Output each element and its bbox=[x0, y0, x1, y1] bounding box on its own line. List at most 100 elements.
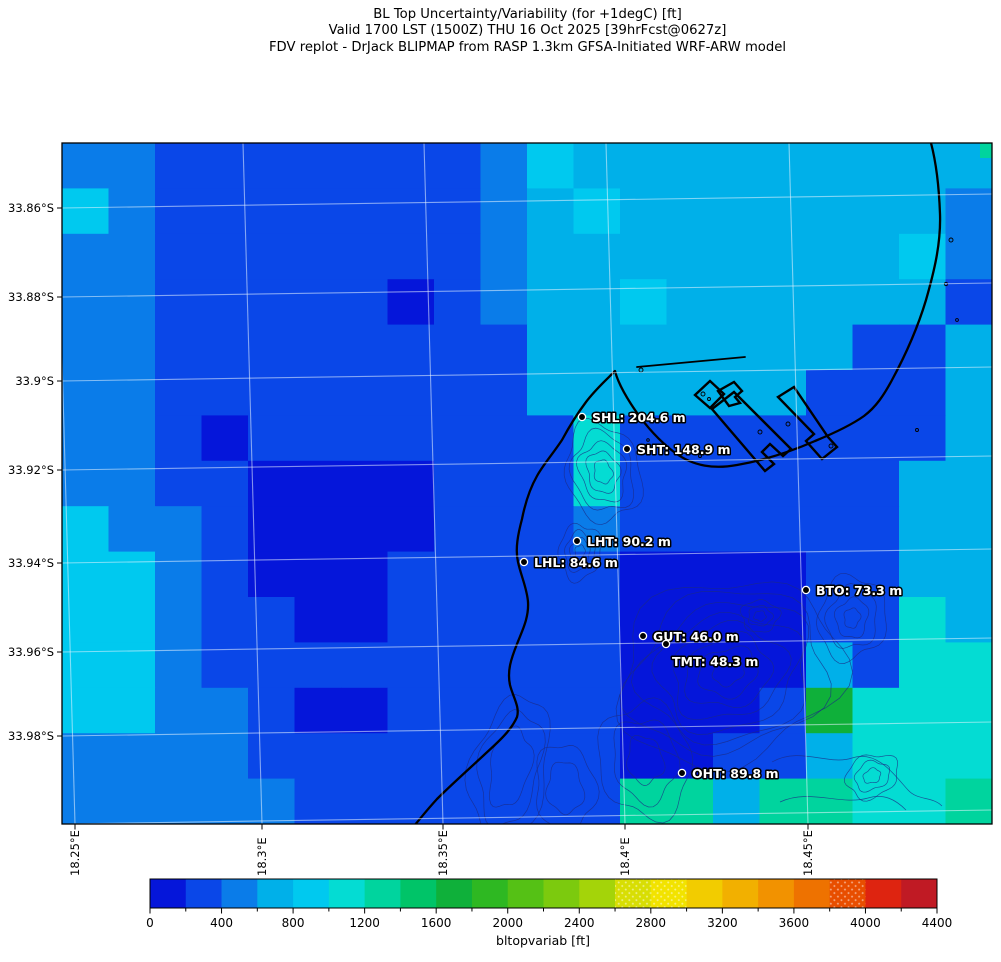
grid-cell bbox=[852, 506, 900, 553]
colorbar-segment bbox=[293, 879, 330, 908]
grid-cell bbox=[899, 370, 946, 416]
colorbar-segment bbox=[364, 879, 401, 908]
grid-cell bbox=[62, 687, 109, 734]
grid-cell bbox=[620, 733, 667, 780]
plot-border bbox=[61, 142, 993, 825]
grid-cell bbox=[527, 733, 574, 780]
colorbar-segment bbox=[471, 879, 509, 908]
latitude-gridline bbox=[62, 809, 992, 824]
grid-cell bbox=[713, 642, 760, 689]
grid-cell bbox=[759, 551, 807, 598]
grid-cell bbox=[341, 733, 388, 780]
colorbar-tick-label: 1600 bbox=[421, 916, 452, 930]
grid-cell bbox=[387, 506, 435, 553]
x-tick-label: 18.45°E bbox=[801, 830, 815, 876]
terrain-contour-line bbox=[779, 796, 907, 811]
terrain-contour-line bbox=[597, 697, 694, 824]
grid-cell bbox=[899, 687, 946, 734]
grid-cell bbox=[480, 370, 528, 416]
grid-cell bbox=[434, 642, 481, 689]
colorbar-tick-label: 1200 bbox=[349, 916, 380, 930]
grid-cell bbox=[155, 233, 202, 280]
grid-cell bbox=[62, 233, 109, 280]
terrain-contour-line bbox=[536, 745, 600, 824]
terrain-contour-line bbox=[585, 450, 622, 494]
grid-cell bbox=[852, 415, 900, 462]
grid-cell bbox=[527, 687, 574, 734]
grid-cell bbox=[155, 188, 202, 235]
grid-cell bbox=[899, 778, 946, 824]
grid-cell bbox=[527, 143, 574, 189]
grid-cell bbox=[62, 460, 109, 507]
grid-cell bbox=[945, 778, 992, 824]
grid-cell bbox=[666, 551, 714, 598]
grid-cell bbox=[899, 733, 946, 780]
terrain-contour-line bbox=[619, 591, 832, 757]
grid-cell bbox=[341, 506, 388, 553]
colorbar-tick-label: 400 bbox=[210, 916, 233, 930]
grid-cell bbox=[108, 460, 156, 507]
grid-cell bbox=[201, 143, 249, 189]
grid-cell bbox=[945, 370, 992, 416]
grid-cell bbox=[806, 778, 853, 824]
grid-cell bbox=[899, 460, 946, 507]
colorbar-segment bbox=[722, 879, 759, 908]
grid-cell bbox=[62, 415, 109, 462]
islet bbox=[948, 237, 954, 243]
colorbar-segment bbox=[150, 879, 187, 908]
terrain-contour-line bbox=[753, 610, 767, 622]
grid-cell bbox=[294, 188, 342, 235]
grid-cell bbox=[434, 370, 481, 416]
terrain-contour-line bbox=[862, 767, 882, 784]
grid-cell bbox=[899, 506, 946, 553]
terrain-contour-line bbox=[684, 630, 775, 709]
grid-cell bbox=[573, 642, 621, 689]
grid-cell bbox=[387, 370, 435, 416]
colorbar-tick-label: 4400 bbox=[922, 916, 953, 930]
terrain-contour-line bbox=[574, 544, 586, 560]
grid-cell bbox=[248, 506, 295, 553]
grid-cell bbox=[759, 778, 807, 824]
grid-cell bbox=[294, 597, 342, 643]
colorbar-tick-label: 3600 bbox=[779, 916, 810, 930]
longitude-gridline bbox=[423, 143, 444, 824]
y-tick-label: 33.98°S bbox=[8, 729, 54, 743]
grid-cell bbox=[248, 370, 295, 416]
grid-cell bbox=[108, 597, 156, 643]
grid-cell bbox=[108, 233, 156, 280]
grid-cell bbox=[155, 370, 202, 416]
title-line-1: BL Top Uncertainty/Variability (for +1de… bbox=[373, 7, 682, 22]
grid-cell bbox=[387, 687, 435, 734]
grid-cell bbox=[573, 460, 621, 507]
grid-cell bbox=[945, 597, 992, 643]
grid-cell bbox=[527, 778, 574, 824]
grid-cell bbox=[620, 279, 667, 326]
grid-cell bbox=[806, 506, 853, 553]
grid-cell bbox=[387, 642, 435, 689]
grid-cell bbox=[248, 233, 295, 280]
station-label-lht: LHT: 90.2 m bbox=[587, 534, 671, 549]
coastline bbox=[414, 143, 942, 824]
grid-cell bbox=[899, 597, 946, 643]
grid-cell bbox=[434, 188, 481, 235]
grid-cell bbox=[852, 778, 900, 824]
grid-cell bbox=[806, 188, 853, 235]
y-tick-label: 33.86°S bbox=[8, 201, 54, 215]
grid-cell bbox=[108, 778, 156, 824]
y-tick-label: 33.92°S bbox=[8, 463, 54, 477]
grid-cell bbox=[620, 188, 667, 235]
grid-cell bbox=[434, 460, 481, 507]
grid-cell bbox=[341, 188, 388, 235]
grid-cell bbox=[620, 642, 667, 689]
grid-cell bbox=[248, 188, 295, 235]
terrain-contour-line bbox=[697, 645, 759, 700]
grid-cell bbox=[248, 143, 295, 189]
grid-cell bbox=[294, 687, 342, 734]
grid-cell bbox=[341, 551, 388, 598]
x-tick-label: 18.35°E bbox=[436, 830, 450, 876]
grid-cell bbox=[945, 188, 992, 235]
terrain-contour-line bbox=[631, 601, 810, 746]
grid-cell bbox=[980, 143, 992, 158]
grid-cell bbox=[806, 687, 853, 734]
